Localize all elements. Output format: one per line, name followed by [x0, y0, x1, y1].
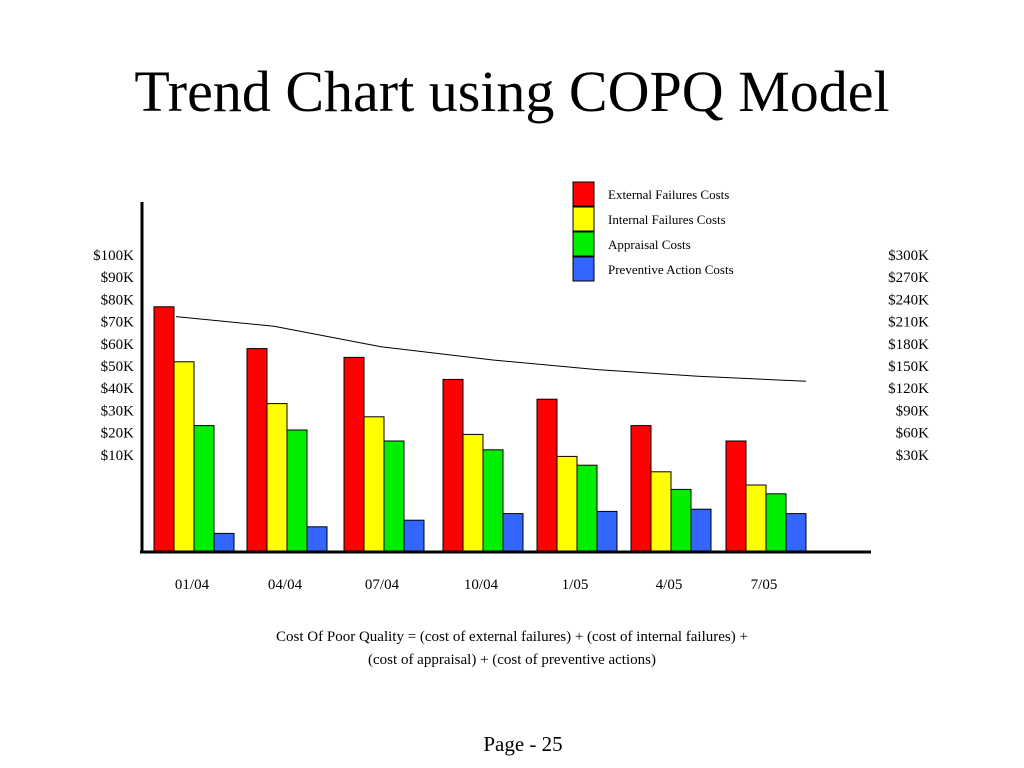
bar-external-failures-costs-1-05 [536, 398, 558, 552]
right-tick-label: $90K [896, 403, 930, 419]
x-tick-label-10-04: 10/04 [464, 577, 499, 593]
bar-external-failures-costs-7-05 [725, 440, 747, 552]
right-tick-label: $120K [888, 381, 929, 397]
left-tick-label: $80K [101, 292, 135, 308]
copq-formula-line-1: Cost Of Poor Quality = (cost of external… [276, 629, 748, 645]
chart-legend: External Failures Costs Internal Failures… [572, 181, 734, 282]
slide-title: Trend Chart using COPQ Model [134, 59, 890, 124]
left-axis-ticks: $100K $90K $80K $70K $60K $50K $40K $30K $20K $10… [93, 248, 134, 464]
page-number: Page - 25 [483, 732, 563, 756]
right-tick-label: $300K [888, 248, 929, 264]
bar-appraisal-costs-07-04 [383, 440, 405, 552]
left-tick-label: $30K [101, 403, 135, 419]
x-tick-label-4-05: 4/05 [656, 577, 683, 593]
copq-formula-line-2: (cost of appraisal) + (cost of preventiv… [368, 652, 656, 668]
right-tick-label: $60K [896, 426, 930, 442]
right-tick-label: $180K [888, 337, 929, 353]
bar-external-failures-costs-01-04 [153, 306, 175, 552]
bar-external-failures-costs-10-04 [442, 378, 464, 552]
bar-external-failures-costs-04-04 [246, 348, 268, 552]
x-tick-label-01-04: 01/04 [175, 577, 210, 593]
right-axis-ticks: $300K $270K $240K $210K $180K $150K $120K $90K $… [888, 248, 929, 464]
bars-layer [153, 306, 807, 552]
bar-internal-failures-costs-1-05 [556, 455, 578, 552]
right-tick-label: $240K [888, 292, 929, 308]
legend-label-external-failures-costs: External Failures Costs [608, 187, 729, 202]
bar-internal-failures-costs-07-04 [363, 416, 385, 552]
bar-external-failures-costs-07-04 [343, 356, 365, 552]
x-axis-ticks: 01/04 04/04 07/04 10/04 1/05 4/05 7/05 [175, 577, 777, 593]
left-tick-label: $20K [101, 426, 135, 442]
bar-appraisal-costs-1-05 [576, 464, 598, 552]
legend-label-preventive-action-costs: Preventive Action Costs [608, 262, 734, 277]
right-tick-label: $150K [888, 359, 929, 375]
bar-internal-failures-costs-01-04 [173, 361, 195, 552]
bar-external-failures-costs-4-05 [630, 425, 652, 552]
left-tick-label: $10K [101, 448, 135, 464]
legend-swatch-preventive-action-costs [572, 256, 595, 282]
x-tick-label-07-04: 07/04 [365, 577, 400, 593]
bar-preventive-action-costs-4-05 [690, 508, 712, 552]
bar-preventive-action-costs-01-04 [213, 532, 235, 552]
left-tick-label: $100K [93, 248, 134, 264]
bar-appraisal-costs-10-04 [482, 449, 504, 552]
right-tick-label: $30K [896, 448, 930, 464]
bar-preventive-action-costs-07-04 [403, 519, 425, 552]
left-tick-label: $90K [101, 270, 135, 286]
bar-appraisal-costs-4-05 [670, 488, 692, 552]
bar-internal-failures-costs-4-05 [650, 471, 672, 552]
x-tick-label-04-04: 04/04 [268, 577, 303, 593]
x-tick-label-7-05: 7/05 [751, 577, 778, 593]
bar-internal-failures-costs-04-04 [266, 403, 288, 552]
bar-appraisal-costs-01-04 [193, 425, 215, 552]
left-tick-label: $50K [101, 359, 135, 375]
legend-label-appraisal-costs: Appraisal Costs [608, 237, 691, 252]
legend-label-internal-failures-costs: Internal Failures Costs [608, 212, 726, 227]
legend-swatch-appraisal-costs [572, 231, 595, 257]
total-cost-trend-line [175, 316, 807, 382]
bar-internal-failures-costs-10-04 [462, 433, 484, 552]
bar-appraisal-costs-7-05 [765, 493, 787, 552]
left-tick-label: $70K [101, 315, 135, 331]
left-tick-label: $60K [101, 337, 135, 353]
bar-preventive-action-costs-7-05 [785, 513, 807, 552]
bar-internal-failures-costs-7-05 [745, 484, 767, 552]
x-tick-label-1-05: 1/05 [562, 577, 589, 593]
legend-swatch-internal-failures-costs [572, 206, 595, 232]
left-tick-label: $40K [101, 381, 135, 397]
bar-preventive-action-costs-04-04 [306, 526, 328, 552]
right-tick-label: $270K [888, 270, 929, 286]
right-tick-label: $210K [888, 315, 929, 331]
bar-preventive-action-costs-10-04 [502, 513, 524, 552]
legend-swatch-external-failures-costs [572, 181, 595, 207]
bar-preventive-action-costs-1-05 [596, 510, 618, 552]
bar-appraisal-costs-04-04 [286, 429, 308, 552]
